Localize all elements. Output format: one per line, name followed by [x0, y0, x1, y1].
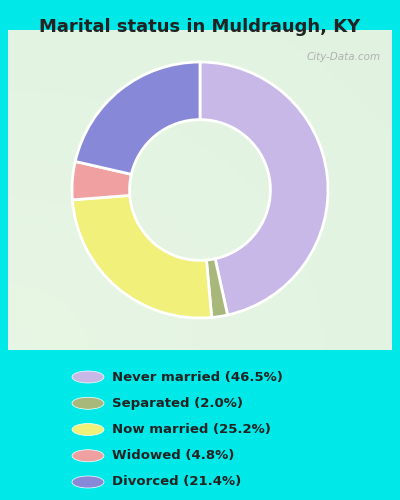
Text: Separated (2.0%): Separated (2.0%) — [112, 397, 243, 410]
Wedge shape — [206, 258, 228, 318]
Text: Now married (25.2%): Now married (25.2%) — [112, 423, 271, 436]
Text: Never married (46.5%): Never married (46.5%) — [112, 370, 283, 384]
Wedge shape — [75, 62, 200, 174]
Circle shape — [72, 371, 104, 383]
Wedge shape — [200, 62, 328, 315]
Text: Divorced (21.4%): Divorced (21.4%) — [112, 476, 241, 488]
Circle shape — [72, 476, 104, 488]
Text: City-Data.com: City-Data.com — [306, 52, 380, 62]
Wedge shape — [72, 162, 131, 200]
Circle shape — [72, 397, 104, 409]
Text: Marital status in Muldraugh, KY: Marital status in Muldraugh, KY — [39, 18, 361, 36]
Circle shape — [72, 424, 104, 436]
Wedge shape — [72, 196, 212, 318]
Circle shape — [72, 450, 104, 462]
Text: Widowed (4.8%): Widowed (4.8%) — [112, 449, 234, 462]
